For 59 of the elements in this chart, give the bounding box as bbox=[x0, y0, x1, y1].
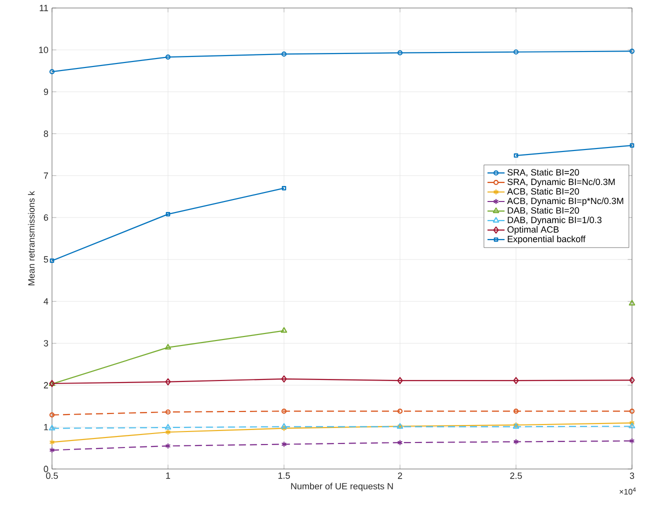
point bbox=[164, 344, 172, 350]
point bbox=[281, 441, 287, 448]
point bbox=[513, 438, 519, 445]
point bbox=[281, 52, 287, 57]
point bbox=[165, 54, 171, 60]
point bbox=[397, 440, 403, 446]
x-tick-label: 2.5 bbox=[510, 472, 522, 479]
text: ×10$^{4}$ bbox=[620, 488, 636, 495]
x-tick-label: 3 bbox=[630, 472, 634, 479]
point bbox=[628, 300, 636, 306]
point bbox=[513, 377, 519, 384]
y-tick-label: 5 bbox=[44, 256, 48, 263]
x-tick-label: 1 bbox=[166, 472, 170, 479]
legend-label: ACB, Dynamic BI=p*Nc/0.3M bbox=[507, 197, 624, 206]
legend-label: DAB, Dynamic BI=1/0.3 bbox=[508, 216, 602, 225]
x-tick-label: 0.5 bbox=[46, 472, 58, 479]
y-tick-label: 0 bbox=[44, 466, 48, 472]
point bbox=[629, 438, 635, 444]
point bbox=[514, 153, 518, 158]
legend-label: SRA, Dynamic BI=Nc/0.3M bbox=[508, 178, 615, 187]
y-axis-title: Mean retransmissions k bbox=[28, 190, 35, 286]
legend-label: ACB, Static BI=20 bbox=[507, 188, 580, 196]
point bbox=[49, 412, 55, 418]
point bbox=[165, 409, 171, 415]
y-tick-label: 2 bbox=[44, 382, 48, 388]
y-tick-label: 11 bbox=[40, 4, 48, 12]
point bbox=[628, 422, 636, 428]
point bbox=[48, 424, 56, 430]
point bbox=[164, 424, 172, 430]
y-tick-label: 10 bbox=[39, 46, 48, 54]
point bbox=[49, 447, 55, 454]
legend-label: SRA, Static BI=20 bbox=[508, 168, 580, 177]
point bbox=[165, 429, 171, 436]
y-tick-label: 3 bbox=[44, 340, 48, 346]
y-tick-label: 1 bbox=[44, 424, 48, 430]
point bbox=[513, 408, 519, 414]
point bbox=[281, 408, 287, 414]
point bbox=[281, 425, 287, 432]
legend-label: Exponential backoff bbox=[508, 236, 586, 244]
point bbox=[397, 50, 403, 56]
y-tick-label: 9 bbox=[44, 88, 48, 96]
point bbox=[165, 378, 171, 386]
legend-label: Optimal ACB bbox=[508, 226, 559, 234]
point bbox=[397, 408, 403, 414]
x-axis-title: Number of UE requests N bbox=[291, 482, 393, 492]
point bbox=[513, 49, 519, 55]
x-tick-label: 2 bbox=[398, 472, 402, 479]
legend-label: DAB, Static BI=20 bbox=[508, 207, 580, 215]
point bbox=[166, 212, 170, 216]
point bbox=[629, 408, 635, 414]
point bbox=[280, 423, 288, 429]
point bbox=[281, 375, 287, 382]
x-tick-label: 1.5 bbox=[278, 472, 290, 479]
y-tick-label: 8 bbox=[44, 130, 48, 137]
y-tick-label: 7 bbox=[44, 172, 48, 179]
point bbox=[397, 377, 403, 384]
y-tick-label: 4 bbox=[44, 298, 48, 304]
y-tick-label: 6 bbox=[44, 214, 48, 221]
point bbox=[282, 186, 286, 190]
